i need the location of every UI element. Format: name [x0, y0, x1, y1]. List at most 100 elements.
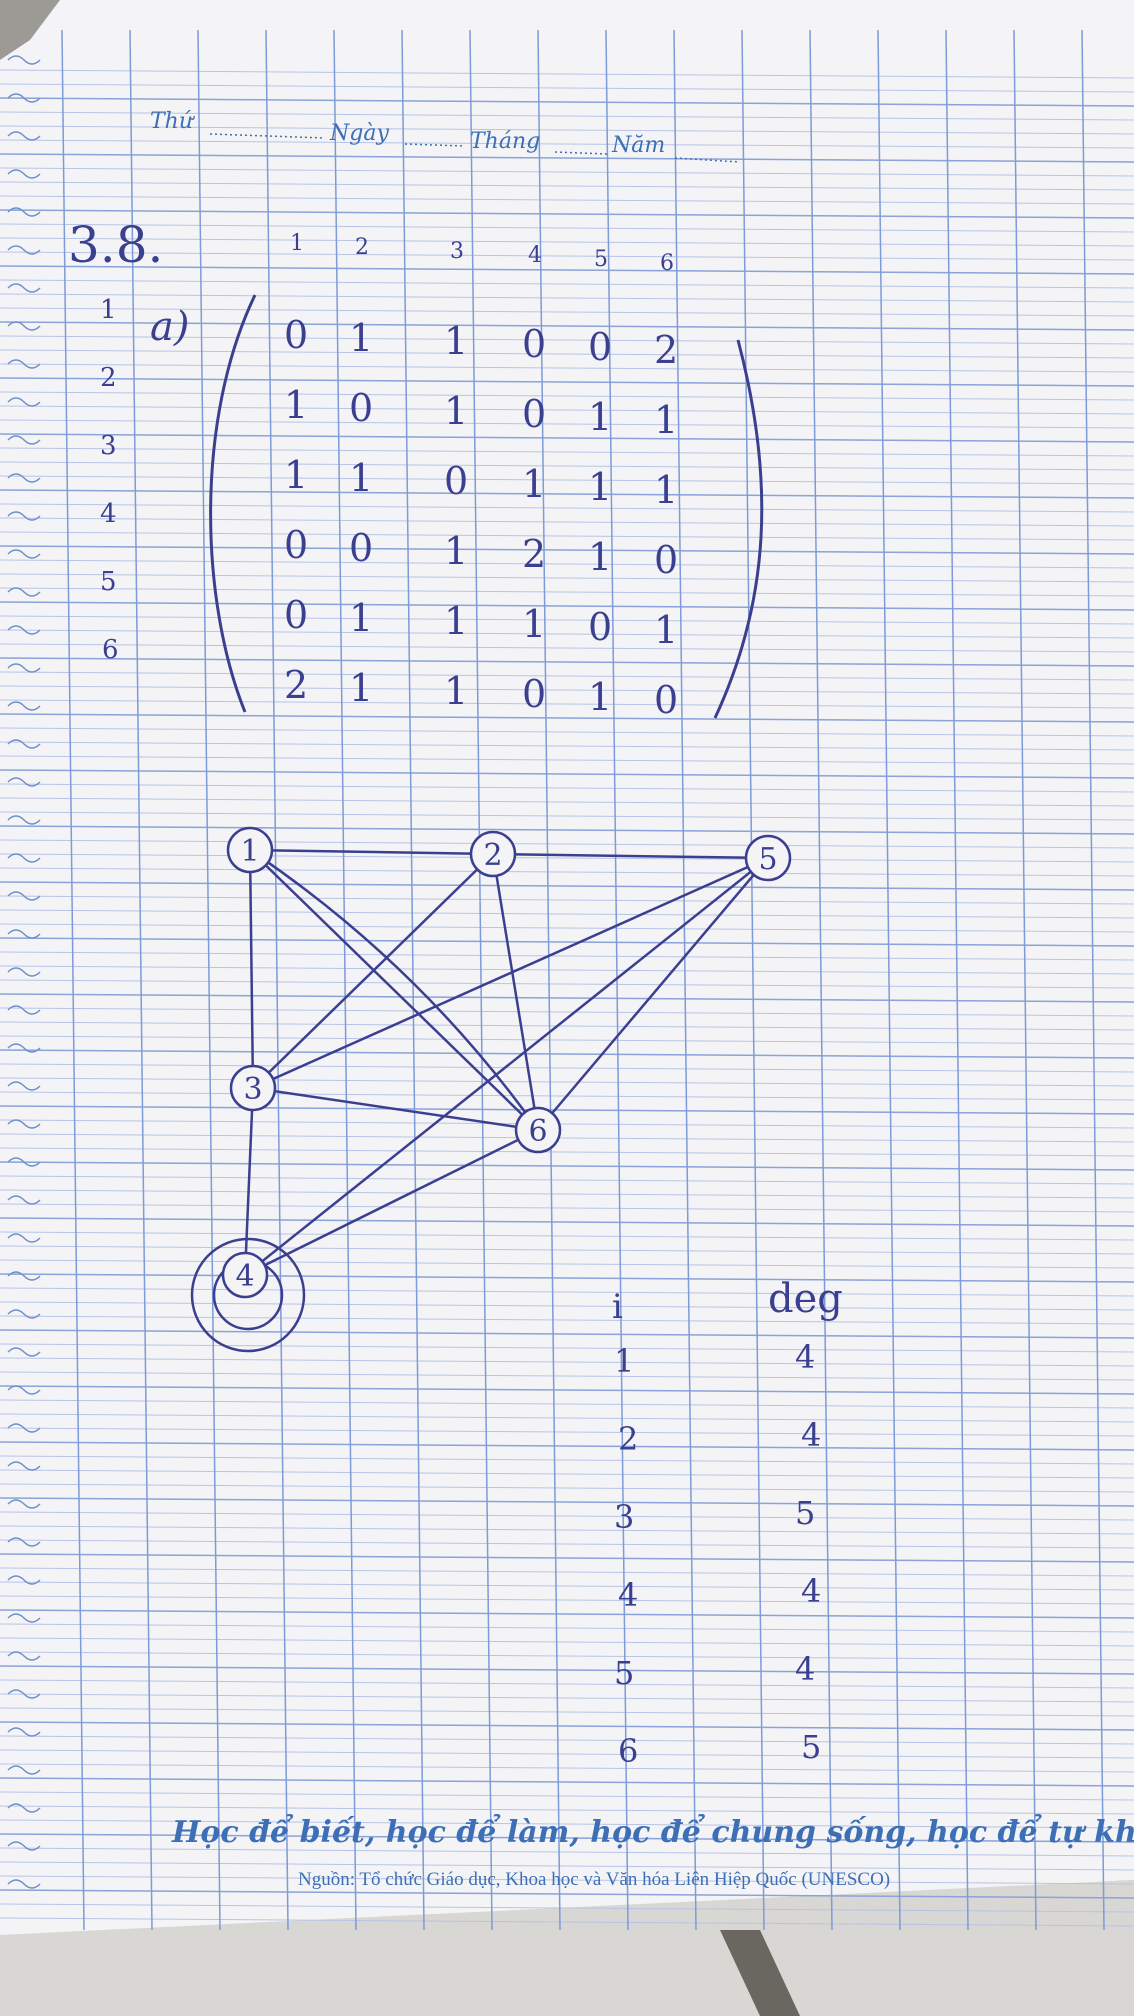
graph-edge: [252, 1086, 539, 1132]
deg-col-deg: deg: [768, 1276, 843, 1322]
matrix-cell: 0: [284, 313, 308, 357]
graph-node-5: 5: [744, 834, 792, 882]
graph-node-label: 2: [483, 838, 502, 873]
deg-row-deg: 4: [795, 1650, 815, 1688]
matrix-cell: 0: [349, 526, 373, 570]
matrix-cell: 0: [522, 322, 546, 366]
graph-edge: [249, 848, 494, 856]
graph-node-label: 5: [758, 842, 777, 877]
matrix-cell: 1: [522, 462, 546, 506]
deg-row-deg: 4: [801, 1572, 821, 1610]
matrix-cell: 1: [284, 453, 308, 497]
graph-edge: [252, 853, 494, 1089]
matrix-cell: 1: [444, 669, 468, 713]
matrix-cell: 1: [349, 456, 373, 500]
matrix-col-header: 6: [660, 251, 674, 276]
graph-loop: [190, 1237, 306, 1353]
matrix-cell: 0: [588, 325, 612, 369]
matrix-col-header: 2: [355, 235, 369, 260]
matrix-cell: 1: [654, 398, 678, 442]
matrix-cell: 1: [588, 465, 612, 509]
matrix-cell: 0: [349, 386, 373, 430]
deg-row-deg: 4: [801, 1416, 821, 1454]
deg-row-i: 6: [618, 1732, 638, 1770]
deg-row-i: 1: [614, 1342, 634, 1380]
graph-node-3: 3: [229, 1064, 277, 1112]
deg-row-deg: 4: [795, 1338, 815, 1376]
graph-edge: [537, 857, 769, 1131]
exercise-part: a): [150, 304, 189, 350]
matrix-left-bracket: [209, 294, 257, 713]
matrix-row-header: 5: [100, 567, 117, 597]
matrix-cell: 1: [349, 316, 373, 360]
matrix-cell: 0: [522, 392, 546, 436]
matrix-cell: 0: [444, 459, 468, 503]
matrix-cell: 2: [284, 663, 308, 707]
matrix-cell: 1: [444, 599, 468, 643]
matrix-col-header: 4: [528, 243, 542, 268]
matrix-cell: 1: [588, 675, 612, 719]
header-thang: Tháng: [470, 129, 540, 154]
matrix-row-header: 2: [100, 363, 117, 393]
matrix-cell: 1: [444, 389, 468, 433]
graph-node-2: 2: [469, 830, 517, 878]
header-nam: Năm: [611, 133, 665, 158]
matrix-cell: 1: [284, 383, 308, 427]
matrix-cell: 1: [654, 608, 678, 652]
date-header: Thứ Ngày Tháng Năm: [150, 109, 741, 163]
graph-edge: [248, 849, 255, 1089]
graph-node-label: 3: [243, 1072, 262, 1107]
deg-row-i: 2: [618, 1420, 638, 1458]
matrix-cell: 1: [588, 535, 612, 579]
graph-edge: [252, 856, 769, 1090]
deg-row-i: 4: [618, 1576, 638, 1614]
matrix-cell: 0: [588, 605, 612, 649]
graph-node-label: 1: [240, 834, 259, 869]
graph-edge: [244, 857, 769, 1276]
matrix-cell: 0: [284, 593, 308, 637]
matrix-cell: 1: [349, 666, 373, 710]
matrix-cell: 0: [522, 672, 546, 716]
ruled-grid: [0, 29, 1134, 1931]
matrix-col-header: 1: [290, 231, 304, 256]
footer-source: Nguồn: Tổ chức Giáo dục, Khoa học và Văn…: [298, 1869, 890, 1890]
header-thu: Thứ: [150, 109, 195, 134]
graph-edge: [244, 1128, 539, 1277]
graph-edge: [491, 853, 540, 1131]
graph-node-label: 4: [235, 1259, 254, 1294]
graph-node-1: 1: [226, 826, 274, 874]
graph-edge: [249, 849, 539, 1131]
matrix-col-header: 3: [450, 239, 464, 264]
matrix-cell: 0: [654, 538, 678, 582]
matrix-cell: 1: [349, 596, 373, 640]
deg-row-deg: 5: [801, 1728, 821, 1766]
matrix-cell: 2: [654, 328, 678, 372]
matrix-row-header: 3: [100, 431, 117, 461]
graph-node-6: 6: [514, 1106, 562, 1154]
footer-motto: Học để biết, học để làm, học để chung số…: [171, 1811, 1134, 1850]
graph-edge: [249, 848, 540, 1131]
deg-col-i: i: [612, 1287, 623, 1327]
matrix-cell: 0: [654, 678, 678, 722]
matrix-cell: 1: [522, 602, 546, 646]
deg-row-i: 5: [614, 1654, 634, 1692]
degree-table: i deg 1 4 2 4 3 5 4 4 5 4 6 5: [612, 1276, 843, 1770]
header-ngay: Ngày: [329, 121, 389, 146]
exercise-number: 3.8.: [68, 216, 163, 274]
graph-node-label: 6: [528, 1114, 547, 1149]
matrix-right-bracket: [713, 339, 764, 719]
matrix-row-header: 6: [102, 635, 119, 665]
matrix-cell: 1: [444, 319, 468, 363]
graph-node-4: 4: [221, 1251, 269, 1299]
deg-row-deg: 5: [795, 1494, 815, 1532]
matrix-col-header: 5: [594, 247, 608, 272]
deg-row-i: 3: [614, 1498, 634, 1536]
matrix-cell: 1: [588, 395, 612, 439]
matrix-cell: 2: [522, 532, 546, 576]
graph-edge: [492, 852, 769, 860]
graph-drawing: 1 2 3 4 5 6: [190, 826, 792, 1353]
matrix-row-header: 4: [100, 499, 117, 529]
